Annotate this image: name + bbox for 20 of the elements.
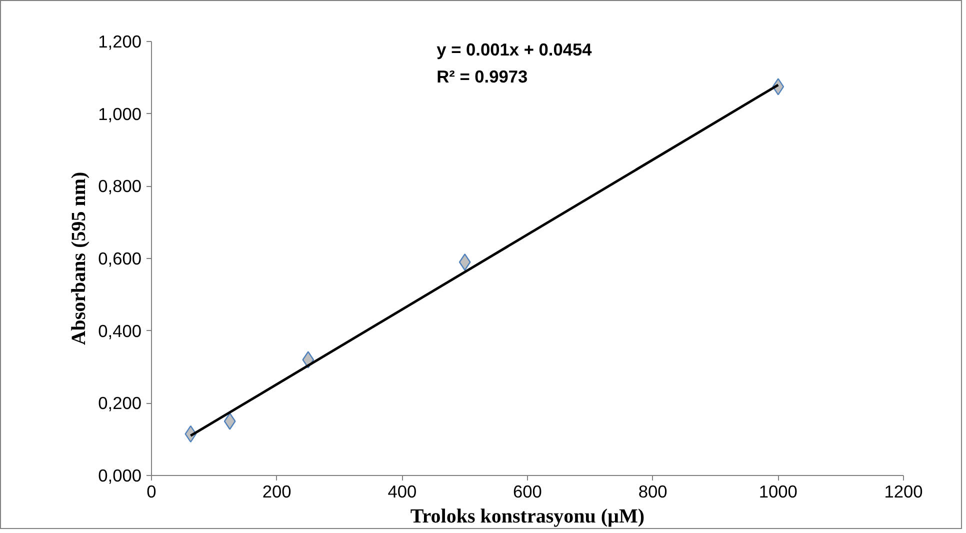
x-tick-label: 600 (513, 482, 542, 502)
y-tick-label: 0,800 (98, 176, 142, 196)
point (224, 412, 236, 430)
y-tick-label: 0,600 (98, 248, 142, 268)
y-axis-title: Absorbans (595 nm) (68, 172, 90, 346)
x-tick-label: 800 (638, 482, 668, 502)
y-tick-label: 1,200 (98, 32, 142, 52)
annotation: y = 0.001x + 0.0454 (436, 40, 592, 60)
y-tick-label: 0,200 (98, 393, 142, 414)
x-tick-label: 1200 (884, 482, 923, 502)
x-tick-label: 400 (388, 482, 417, 502)
annotation: R² = 0.9973 (436, 66, 528, 87)
y-tick-label: 0,000 (98, 466, 142, 486)
x-tick-label: 0 (146, 482, 156, 502)
x-axis-title: Troloks konstrasyonu (µM) (410, 506, 645, 528)
point (458, 254, 471, 271)
y-tick-label: 0,400 (98, 320, 142, 341)
x-tick-label: 1000 (758, 482, 798, 502)
y-tick-label: 1,000 (98, 104, 142, 124)
x-tick-label: 200 (262, 482, 292, 502)
